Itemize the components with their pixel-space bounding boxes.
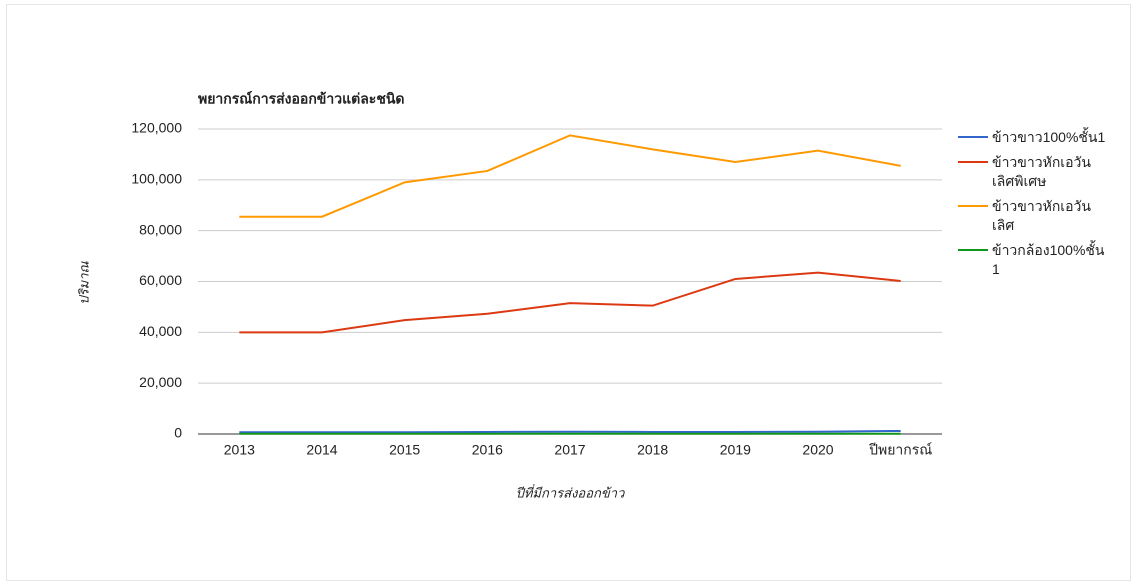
x-tick-label: 2016: [472, 442, 503, 458]
x-tick-label: 2020: [802, 442, 833, 458]
chart-card: [6, 4, 1131, 581]
y-tick-label: 20,000: [139, 374, 182, 390]
x-tick-label: 2018: [637, 442, 668, 458]
legend-swatch: [958, 249, 988, 251]
legend-swatch: [958, 161, 988, 163]
series-line: [239, 271, 901, 334]
y-tick-label: 100,000: [131, 171, 182, 187]
legend-label: ข้าวขาวหักเอวันเลิศพิเศษ: [992, 154, 1091, 189]
y-tick-label: 40,000: [139, 323, 182, 339]
series-line: [239, 429, 901, 434]
x-tick-label: 2019: [720, 442, 751, 458]
x-axis-label: ปีที่มีการส่งออกข้าว: [516, 483, 625, 500]
legend-swatch: [958, 205, 988, 207]
chart-title: พยากรณ์การส่งออกข้าวแต่ละชนิด: [198, 91, 404, 107]
legend-label: ข้าวขาวหักเอวันเลิศ: [992, 198, 1091, 233]
y-tick-label: 60,000: [139, 272, 182, 288]
x-tick-label: 2015: [389, 442, 420, 458]
legend-swatch: [958, 136, 988, 138]
legend-label: ข้าวขาว100%ชั้น1: [992, 129, 1106, 145]
series-line: [239, 134, 901, 218]
y-axis-label: ปริมาณ: [76, 260, 91, 304]
x-tick-label: 2013: [224, 442, 255, 458]
y-tick-label: 0: [174, 425, 182, 441]
y-tick-label: 120,000: [131, 120, 182, 136]
x-tick-label: ปีพยากรณ์: [869, 442, 933, 458]
legend-label: ข้าวกล้อง100%ชั้น 1: [992, 242, 1105, 277]
y-tick-label: 80,000: [139, 221, 182, 237]
x-tick-label: 2014: [306, 442, 337, 458]
x-tick-label: 2017: [554, 442, 585, 458]
